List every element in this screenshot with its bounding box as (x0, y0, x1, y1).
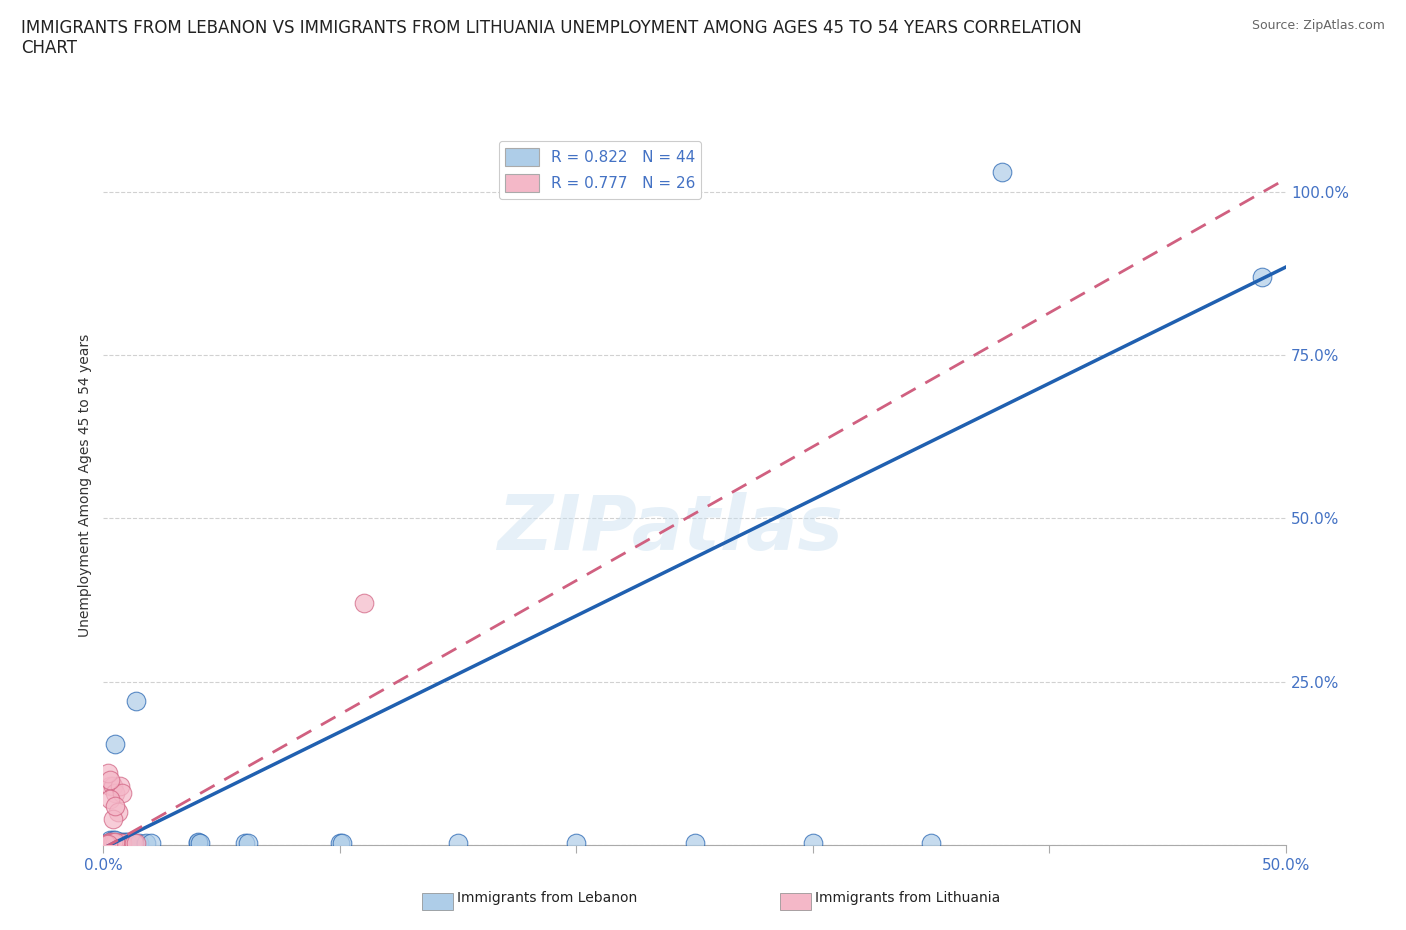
Text: ZIPatlas: ZIPatlas (498, 492, 844, 565)
Point (101, 811, 124, 826)
Point (101, 835, 124, 850)
Point (101, 835, 124, 850)
Point (187, 835, 209, 850)
Point (107, 835, 129, 850)
Point (104, 834, 127, 849)
Point (121, 835, 143, 850)
Point (101, 832, 124, 847)
Point (122, 835, 145, 850)
Point (108, 835, 131, 850)
Point (97, 836, 120, 851)
Text: Immigrants from Lebanon: Immigrants from Lebanon (457, 891, 637, 905)
Point (122, 835, 145, 850)
Point (108, 835, 131, 850)
Point (139, 835, 162, 850)
Point (104, 834, 127, 849)
Point (1251, 270, 1274, 285)
Point (94, 836, 117, 851)
Point (107, 834, 129, 849)
Point (125, 835, 148, 850)
Point (94, 837, 117, 852)
Point (100, 835, 122, 850)
Point (101, 778, 124, 793)
Text: IMMIGRANTS FROM LEBANON VS IMMIGRANTS FROM LITHUANIA UNEMPLOYMENT AMONG AGES 45 : IMMIGRANTS FROM LEBANON VS IMMIGRANTS FR… (21, 19, 1081, 58)
Point (104, 798, 127, 813)
Point (104, 832, 127, 847)
Point (115, 834, 138, 849)
Point (97, 835, 120, 850)
Point (104, 785, 127, 800)
Point (329, 835, 352, 850)
Point (565, 835, 588, 850)
Point (111, 835, 134, 850)
Point (353, 596, 375, 611)
Point (100, 834, 122, 849)
Point (135, 835, 157, 850)
Point (100, 835, 122, 850)
Point (111, 785, 134, 800)
Point (683, 835, 706, 850)
Point (100, 778, 122, 793)
Point (236, 835, 259, 850)
Point (111, 835, 134, 850)
Point (104, 835, 127, 850)
Point (108, 778, 131, 793)
Y-axis label: Unemployment Among Ages 45 to 54 years: Unemployment Among Ages 45 to 54 years (79, 334, 93, 637)
Point (125, 694, 148, 709)
Text: Immigrants from Lithuania: Immigrants from Lithuania (815, 891, 1001, 905)
Point (233, 835, 256, 850)
Point (100, 834, 122, 849)
Point (330, 835, 353, 850)
Legend: R = 0.822   N = 44, R = 0.777   N = 26: R = 0.822 N = 44, R = 0.777 N = 26 (499, 141, 702, 199)
Point (97, 836, 120, 851)
Point (187, 834, 209, 849)
Point (107, 804, 129, 819)
Point (108, 834, 131, 849)
Point (114, 834, 136, 849)
Point (115, 835, 138, 850)
Point (920, 835, 942, 850)
Point (101, 834, 124, 849)
Point (188, 835, 211, 850)
Point (801, 835, 824, 850)
Text: Source: ZipAtlas.com: Source: ZipAtlas.com (1251, 19, 1385, 32)
Point (104, 835, 127, 850)
Point (107, 835, 129, 850)
Point (128, 835, 150, 850)
Point (97, 835, 120, 850)
Point (100, 832, 122, 847)
Point (104, 737, 127, 751)
Point (118, 835, 141, 850)
Point (111, 834, 134, 849)
Point (101, 834, 124, 849)
Point (447, 835, 470, 850)
Point (100, 772, 122, 787)
Point (97, 765, 120, 780)
Point (100, 791, 122, 806)
Point (991, 165, 1014, 179)
Point (114, 835, 136, 850)
